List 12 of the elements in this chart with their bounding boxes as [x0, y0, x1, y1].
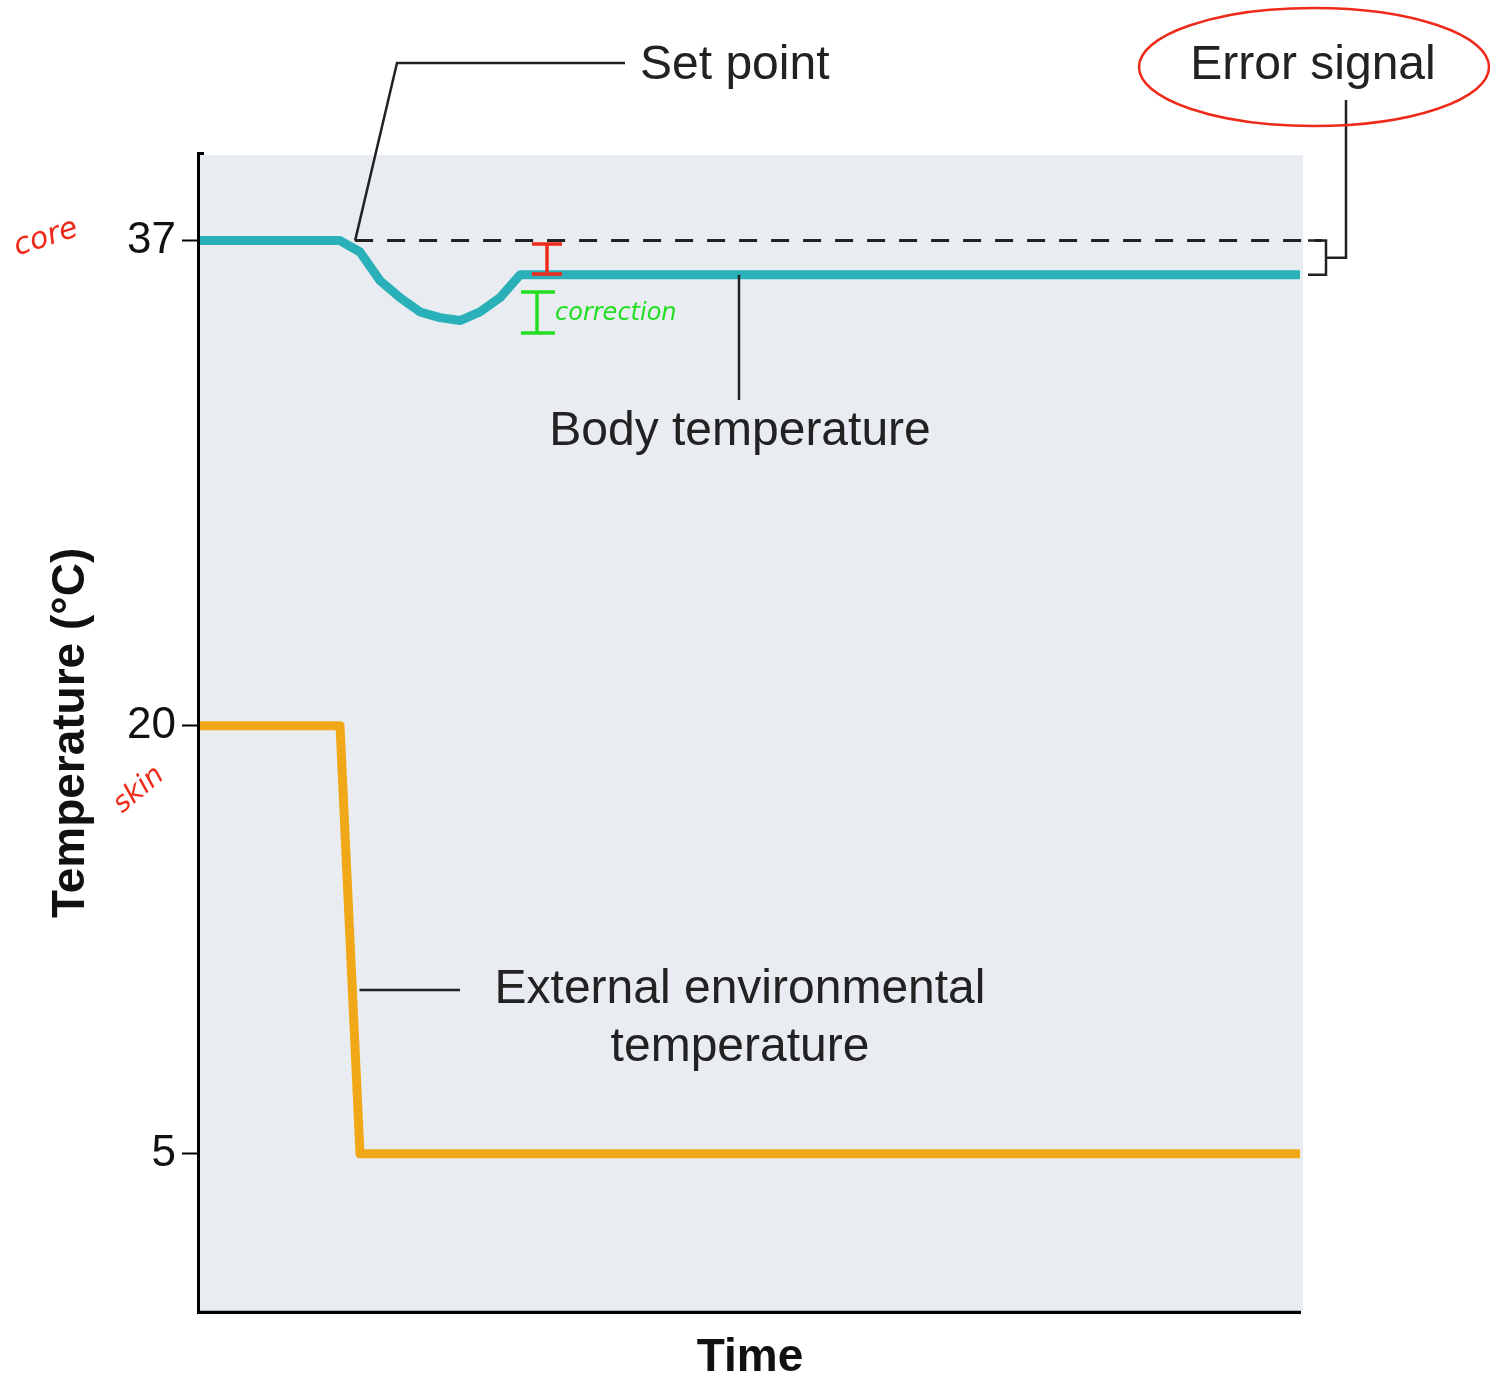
- text: skin: [105, 757, 170, 820]
- y-tick-label: 37: [127, 212, 176, 262]
- annotation: Body temperature: [549, 402, 931, 456]
- annotation: External environmental temperature: [494, 960, 986, 1072]
- x-axis-title: Time: [696, 1329, 804, 1382]
- y-tick-label: 20: [127, 697, 176, 747]
- text: Set point: [640, 36, 830, 90]
- text: core: [8, 208, 82, 263]
- y-tick-label: 5: [151, 1125, 176, 1175]
- y-axis-title: Temperature (°C): [42, 547, 95, 919]
- text: Error signal: [1190, 36, 1436, 90]
- annotation: correction: [555, 298, 677, 326]
